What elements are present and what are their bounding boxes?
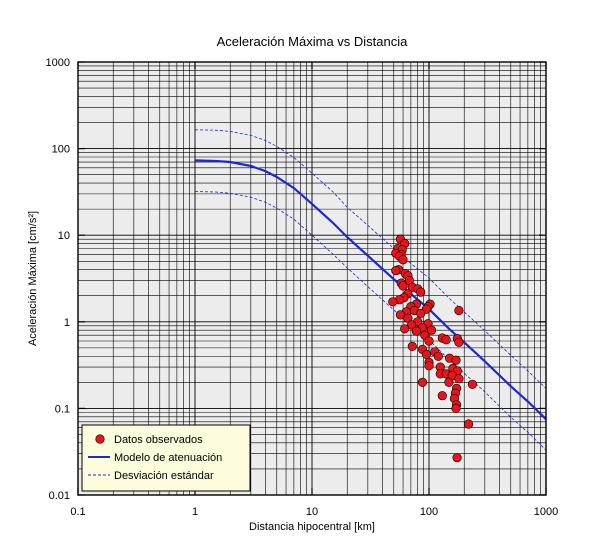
data-point <box>417 377 428 387</box>
data-point <box>407 320 417 330</box>
data-point <box>433 351 443 361</box>
y-tick-label: 0.01 <box>49 490 70 502</box>
data-point <box>416 287 426 297</box>
legend: Datos observados Modelo de atenuación De… <box>81 424 251 492</box>
y-tick-label: 0.1 <box>55 403 70 415</box>
data-point <box>398 255 408 265</box>
attenuation-model-line <box>194 159 547 420</box>
y-tick-label: 100 <box>52 144 70 156</box>
observed-points <box>388 234 478 463</box>
x-axis-label: Distancia hipocentral [km] <box>249 521 375 533</box>
data-point <box>452 453 462 463</box>
data-point <box>400 324 410 334</box>
legend-marker-observed <box>95 434 105 444</box>
data-point <box>467 379 478 389</box>
y-tick-label: 1000 <box>46 57 70 69</box>
data-point <box>451 403 461 414</box>
y-axis-label: Aceleración Máxima [cm/s²] <box>27 211 39 346</box>
data-point <box>454 305 464 316</box>
data-point <box>464 419 474 429</box>
data-point <box>424 336 434 346</box>
data-point <box>416 308 426 319</box>
legend-label-model: Modelo de atenuación <box>114 452 222 464</box>
x-tick-label: 0.1 <box>70 506 85 518</box>
chart-title: Aceleración Máxima vs Distancia <box>217 34 409 49</box>
data-point <box>411 326 422 336</box>
x-tick-label: 10 <box>306 506 318 518</box>
data-point <box>454 337 464 347</box>
data-point <box>454 374 464 384</box>
x-tick-label: 100 <box>420 506 438 518</box>
y-tick-label: 10 <box>58 230 70 242</box>
data-point <box>398 281 408 291</box>
x-tick-label: 1 <box>192 506 198 518</box>
data-point <box>441 335 451 345</box>
x-tick-label: 1000 <box>534 506 558 518</box>
std-deviation-lower-line <box>194 191 547 451</box>
model-curves <box>194 129 547 451</box>
y-tick-label: 1 <box>64 317 70 329</box>
data-point <box>444 377 454 387</box>
data-point <box>437 391 447 401</box>
std-deviation-upper-line <box>194 129 547 389</box>
data-point <box>388 297 398 307</box>
data-point <box>426 325 437 335</box>
data-point <box>391 266 401 276</box>
data-point <box>424 361 434 371</box>
data-point <box>407 341 417 352</box>
data-point <box>421 349 432 360</box>
data-point <box>451 355 461 365</box>
legend-label-observed: Datos observados <box>114 434 203 446</box>
legend-label-std: Desviación estándar <box>114 470 214 482</box>
